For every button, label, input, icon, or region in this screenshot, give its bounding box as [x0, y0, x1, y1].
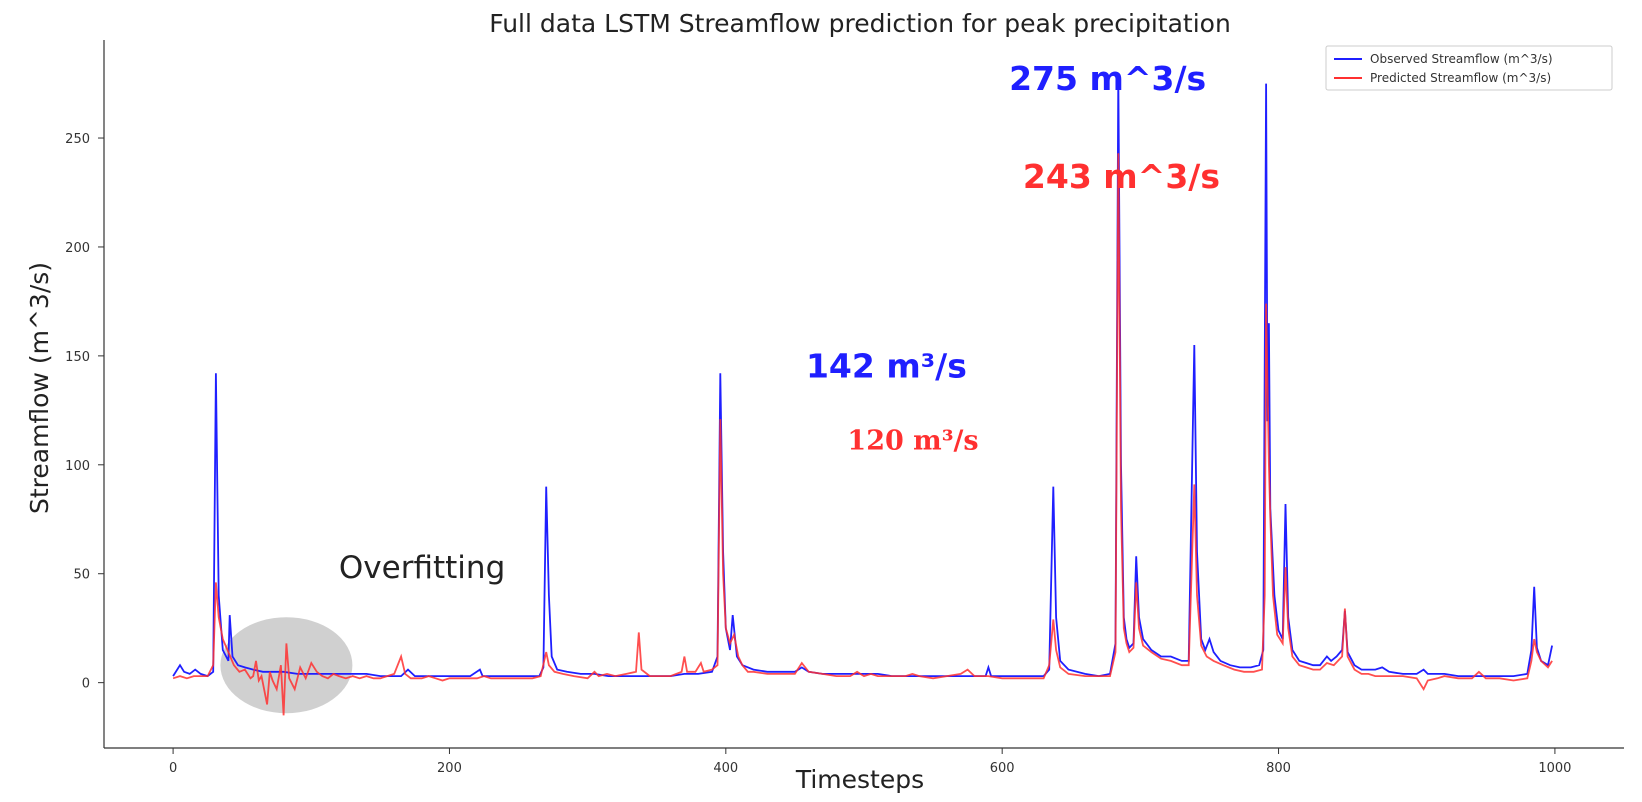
x-ticks: 0 200 400 600 800 1000: [169, 748, 1571, 776]
y-axis-label: Streamflow (m^3/s): [25, 262, 54, 514]
x-axis-label: Timesteps: [795, 765, 924, 794]
series-observed-line: [172, 74, 1553, 678]
x-tick-label: 200: [437, 761, 462, 776]
y-tick-label: 150: [65, 350, 90, 365]
annotations: 275 m^3/s 243 m^3/s 142 m³/s 120 m³/s Overfi…: [339, 59, 1220, 586]
series-layer: [172, 74, 1553, 716]
x-tick-label: 400: [713, 761, 738, 776]
annotation-label: 243 m^3/s: [1023, 157, 1220, 196]
legend-predicted-label: Predicted Streamflow (m^3/s): [1370, 71, 1551, 85]
y-tick-label: 50: [73, 568, 90, 583]
x-tick-label: 600: [990, 761, 1015, 776]
x-tick-label: 0: [169, 761, 177, 776]
y-tick-label: 200: [65, 241, 90, 256]
x-tick-label: 800: [1266, 761, 1291, 776]
x-tick-label: 1000: [1538, 761, 1571, 776]
series-predicted-line: [172, 153, 1553, 716]
y-tick-label: 100: [65, 459, 90, 474]
y-tick-label: 250: [65, 132, 90, 147]
chart-title: Full data LSTM Streamflow prediction for…: [489, 9, 1231, 38]
legend-box: [1325, 45, 1613, 91]
legend: Observed Streamflow (m^3/s) Predicted St…: [1325, 45, 1613, 91]
annotation-label: 142 m³/s: [806, 347, 967, 386]
y-ticks: 0 50 100 150 200 250: [65, 132, 104, 692]
annotation-label: 120 m³/s: [847, 426, 978, 457]
y-tick-label: 0: [82, 677, 90, 692]
annotation-label: Overfitting: [339, 550, 505, 586]
legend-observed-label: Observed Streamflow (m^3/s): [1370, 52, 1553, 66]
annotation-label: 275 m^3/s: [1009, 59, 1206, 98]
axes: [103, 40, 1624, 749]
